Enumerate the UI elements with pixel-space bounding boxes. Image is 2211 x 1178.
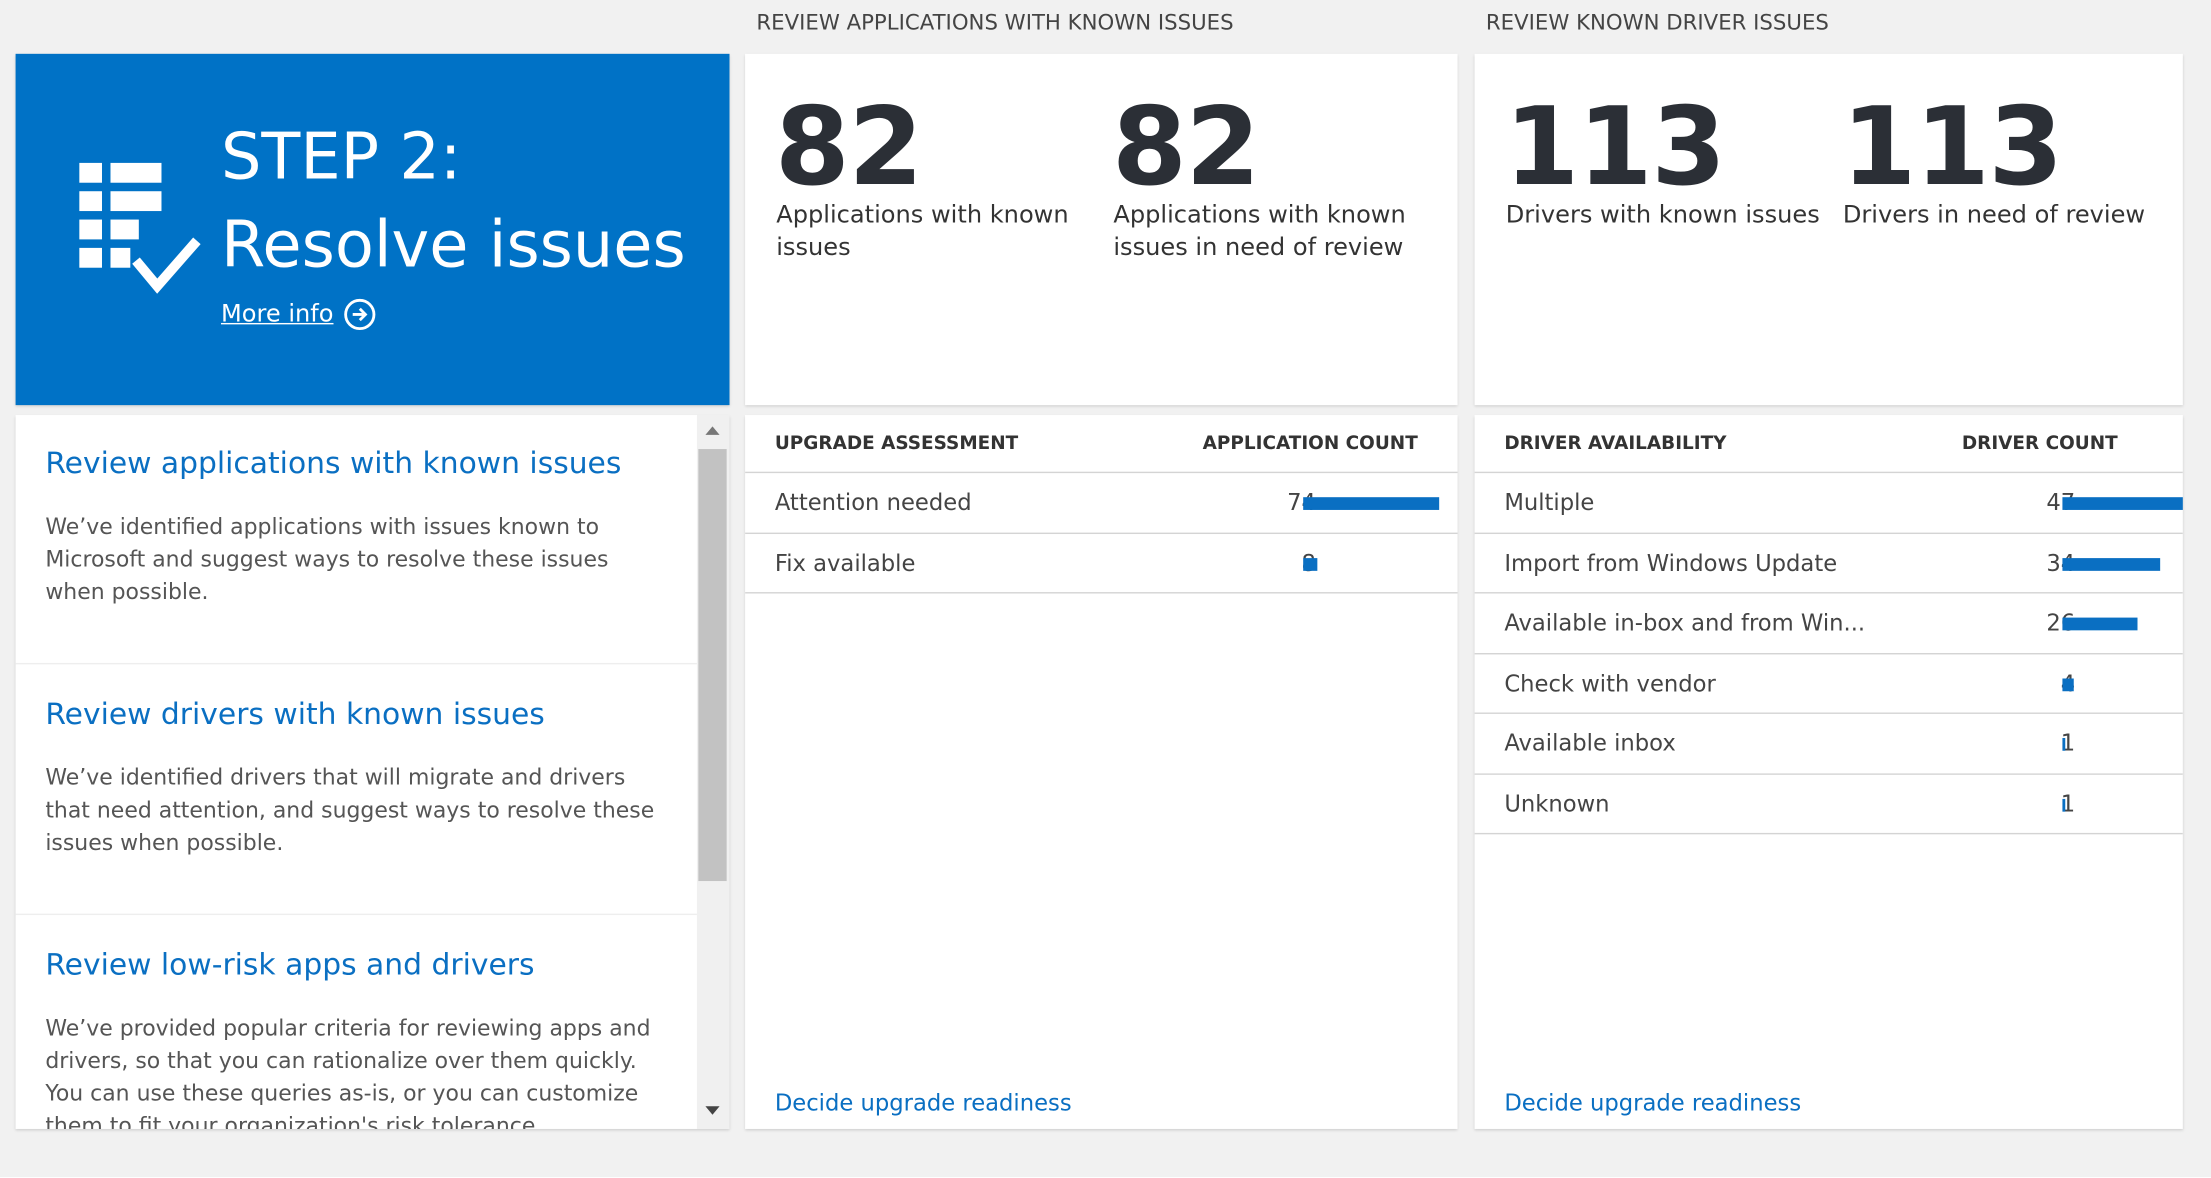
separator xyxy=(1474,531,2183,534)
stats-card: 113 Drivers with known issues 113 Drivers i… xyxy=(1474,53,2183,406)
separator xyxy=(1474,772,2183,775)
stat-value: 113 xyxy=(1504,83,1726,210)
stat-label: Applications with known issues xyxy=(776,201,1069,263)
count-bar xyxy=(1303,497,1440,510)
count-bar xyxy=(2062,557,2161,571)
row-label: Multiple xyxy=(1504,488,1595,516)
separator xyxy=(1474,471,2183,474)
separator xyxy=(745,471,1458,474)
row-label: Fix available xyxy=(774,548,916,576)
arrow-icon[interactable] xyxy=(343,297,377,331)
guide-text: We’ve identified applications with issue… xyxy=(45,514,609,605)
separator xyxy=(1474,652,2183,654)
separator xyxy=(1474,592,2183,594)
column-header: DRIVER AVAILABILITY xyxy=(1504,433,1727,455)
step-title: STEP 2: Resolve issues xyxy=(220,118,686,282)
panel-heading: REVIEW KNOWN DRIVER ISSUES xyxy=(1485,9,1829,36)
stats-card: 82 Applications with known issues 82 Applic… xyxy=(745,53,1458,406)
stat-label: Drivers with known issues xyxy=(1505,201,1820,230)
column-header: UPGRADE ASSESSMENT xyxy=(774,433,1019,455)
panel-link[interactable]: Decide upgrade readiness xyxy=(1504,1089,1802,1117)
panel-heading: REVIEW APPLICATIONS WITH KNOWN ISSUES xyxy=(756,9,1234,36)
stat-label: Drivers in need of review xyxy=(1842,201,2146,230)
count-bar xyxy=(2062,737,2066,751)
row-label: Available in-box and from Win... xyxy=(1504,609,1866,637)
column-header: DRIVER COUNT xyxy=(1961,433,2118,455)
separator xyxy=(745,592,1458,594)
table-card: UPGRADE ASSESSMENT APPLICATION COUNT Atten… xyxy=(745,415,1458,1129)
more-info-link[interactable]: More info xyxy=(220,300,334,329)
count-bar xyxy=(2062,497,2183,510)
guide-list: Review applications with known issues We’… xyxy=(15,415,730,1129)
guide-title[interactable]: Review applications with known issues xyxy=(45,446,622,481)
guide-text: We’ve provided popular criteria for revi… xyxy=(45,1015,651,1129)
step-tile[interactable]: STEP 2: Resolve issues More info xyxy=(15,53,730,406)
count-bar xyxy=(1303,557,1318,571)
guide-title[interactable]: Review low-risk apps and drivers xyxy=(45,947,535,982)
stat-value: 82 xyxy=(774,83,923,210)
row-label: Unknown xyxy=(1504,789,1610,817)
separator xyxy=(15,913,697,916)
row-label: Attention needed xyxy=(774,488,972,516)
table-card: DRIVER AVAILABILITY DRIVER COUNT Multiple 4… xyxy=(1474,415,2183,1129)
count-bar xyxy=(2062,677,2074,691)
count-bar xyxy=(2062,798,2066,811)
guide-text: We’ve identified drivers that will migra… xyxy=(45,764,655,856)
row-label: Check with vendor xyxy=(1504,669,1716,697)
stat-label: Applications with known issues in need o… xyxy=(1113,201,1406,263)
row-label: Available inbox xyxy=(1504,729,1676,757)
separator xyxy=(15,662,697,665)
panel-link[interactable]: Decide upgrade readiness xyxy=(774,1089,1072,1117)
stat-value: 82 xyxy=(1111,83,1260,210)
stat-value: 113 xyxy=(1841,83,2063,210)
separator xyxy=(1474,832,2183,835)
row-label: Import from Windows Update xyxy=(1504,548,1838,576)
separator xyxy=(745,531,1458,534)
scroll-up[interactable] xyxy=(703,424,723,438)
count-bar xyxy=(2062,617,2138,631)
scrollbar-thumb[interactable] xyxy=(698,449,727,882)
column-header: APPLICATION COUNT xyxy=(1202,433,1418,455)
checklist-icon xyxy=(79,162,201,294)
scroll-down[interactable] xyxy=(703,1103,723,1117)
separator xyxy=(1474,712,2183,714)
guide-title[interactable]: Review drivers with known issues xyxy=(45,696,545,731)
